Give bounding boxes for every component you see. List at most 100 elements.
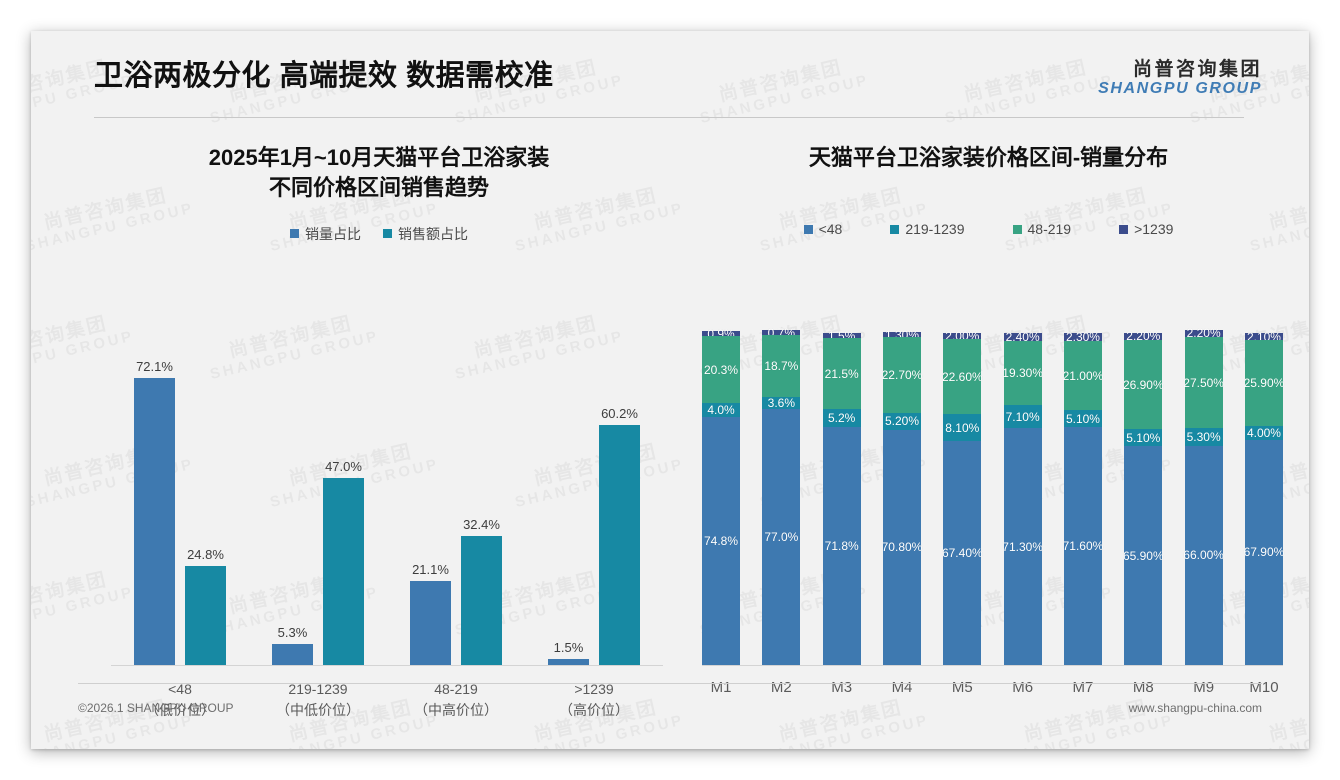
bar-rect[interactable]	[599, 425, 640, 665]
stacked-bar-segment[interactable]: 66.00%	[1183, 445, 1224, 665]
legend-item-3[interactable]: >1239	[1119, 221, 1173, 237]
stacked-bar-segment[interactable]: 4.00%	[1244, 425, 1283, 440]
stacked-segment-label: 65.90%	[1122, 548, 1164, 563]
bar-value-label: 21.1%	[412, 562, 449, 577]
stacked-bar-column[interactable]: 1.5% 21.5% 5.2% 71.8%	[822, 311, 861, 665]
stacked-bar-segment[interactable]: 22.60%	[941, 339, 983, 415]
legend-item-0[interactable]: <48	[803, 221, 843, 238]
stacked-bar-column[interactable]: 2.00% 22.60% 8.10% 67.40%	[941, 311, 983, 665]
stacked-bar-segment[interactable]: 67.90%	[1244, 439, 1284, 665]
stacked-bar-segment[interactable]: 2.10%	[1244, 330, 1283, 344]
bar-column[interactable]: 32.4%	[461, 311, 502, 665]
stacked-segment-label: 5.20%	[884, 414, 919, 429]
stacked-segment-label: 71.60%	[1062, 539, 1104, 554]
bar-rect[interactable]	[548, 659, 589, 665]
stacked-segment-label: 22.70%	[881, 368, 923, 383]
right-chart-legend: <48 219-1239 48-219 >1239	[686, 221, 1291, 237]
bar-rect[interactable]	[410, 581, 451, 665]
stacked-bar-segment[interactable]: 22.70%	[881, 337, 923, 413]
stacked-bar-column[interactable]: 2.40% 19.30% 7.10% 71.30%	[1002, 311, 1043, 665]
stacked-bar-column[interactable]: 0.7% 18.7% 3.6% 77.0%	[762, 311, 801, 665]
stacked-bar-segment[interactable]: 2.20%	[1184, 326, 1223, 340]
bar-value-label: 60.2%	[601, 406, 638, 421]
stacked-bar-segment[interactable]: 2.00%	[943, 329, 982, 343]
stacked-bar-segment[interactable]: 2.40%	[1003, 329, 1042, 344]
stacked-bar-column[interactable]: 2.20% 26.90% 5.10% 65.90%	[1122, 311, 1164, 665]
stacked-bar-segment[interactable]: 3.6%	[762, 396, 801, 410]
right-chart-x-axis	[702, 665, 1283, 666]
stacked-segment-label: 21.5%	[824, 366, 859, 381]
bar-column[interactable]: 47.0%	[323, 311, 364, 665]
stacked-bar-segment[interactable]: 5.20%	[882, 412, 921, 430]
stacked-bar-segment[interactable]: 26.90%	[1123, 340, 1164, 430]
x-axis-label-tier: （中低价位）	[276, 702, 360, 718]
bar-column[interactable]: 5.3%	[272, 311, 313, 665]
stacked-bar-segment[interactable]: 7.10%	[1003, 404, 1042, 429]
stacked-segment-label: 4.00%	[1246, 425, 1281, 440]
bar-value-label: 72.1%	[136, 359, 173, 374]
slide-header: 卫浴两极分化 高端提效 数据需校准 尚普咨询集团 SHANGPU GROUP	[31, 31, 1309, 118]
x-axis-label-range: 219-1239	[288, 681, 348, 697]
stacked-bar-segment[interactable]: 27.50%	[1183, 337, 1224, 429]
stacked-bar-segment[interactable]: 5.10%	[1063, 410, 1102, 428]
legend-item-1[interactable]: 219-1239	[890, 221, 965, 237]
bar-column[interactable]: 24.8%	[185, 311, 226, 665]
stacked-bar-segment[interactable]: 2.30%	[1063, 329, 1102, 344]
stacked-bar-segment[interactable]: 65.90%	[1122, 446, 1164, 665]
stacked-bar-segment[interactable]: 5.10%	[1124, 429, 1163, 447]
bar-rect[interactable]	[272, 644, 313, 665]
stacked-segment-label: 66.00%	[1183, 548, 1224, 563]
stacked-bar-segment[interactable]: 2.20%	[1124, 329, 1163, 343]
stacked-bar-segment[interactable]: 77.0%	[762, 409, 801, 665]
stacked-bar-segment[interactable]: 19.30%	[1002, 340, 1043, 405]
bar-column[interactable]: 21.1%	[410, 311, 451, 665]
x-axis-label-tier: （高价位）	[559, 702, 629, 718]
stacked-bar-segment[interactable]: 5.30%	[1184, 428, 1223, 446]
stacked-bar-segment[interactable]: 25.90%	[1243, 340, 1285, 427]
legend-swatch-icon	[803, 224, 813, 234]
legend-item-2[interactable]: 48-219	[1012, 221, 1071, 237]
bar-rect[interactable]	[185, 566, 226, 665]
stacked-bar-column[interactable]: 2.20% 27.50% 5.30% 66.00%	[1183, 311, 1224, 665]
stacked-bar-segment[interactable]: 18.7%	[762, 335, 801, 398]
stacked-bar-segment[interactable]: 71.30%	[1002, 428, 1043, 665]
bar-rect[interactable]	[461, 536, 502, 665]
stacked-bar-segment[interactable]: 71.60%	[1062, 427, 1104, 665]
legend-item-label: <48	[818, 221, 843, 238]
stacked-bar-segment[interactable]: 20.3%	[702, 336, 740, 404]
stacked-bar-segment[interactable]: 8.10%	[943, 414, 982, 442]
stacked-segment-label: 2.40%	[1005, 329, 1040, 344]
stacked-bar-column[interactable]: 1.30% 22.70% 5.20% 70.80%	[881, 311, 923, 665]
stacked-bar-segment[interactable]: 67.40%	[942, 441, 983, 665]
stacked-segment-label: 2.30%	[1065, 329, 1100, 344]
legend-item-0[interactable]: 销量占比	[290, 224, 361, 244]
stacked-bar-segment[interactable]: 5.2%	[822, 409, 861, 427]
stacked-segment-label: 25.90%	[1243, 376, 1285, 391]
stacked-bar-segment[interactable]: 21.00%	[1063, 340, 1103, 411]
stacked-bar-column[interactable]: 2.30% 21.00% 5.10% 71.60%	[1062, 311, 1104, 665]
stacked-segment-label: 77.0%	[764, 530, 799, 545]
stacked-bar-segment[interactable]: 71.8%	[822, 426, 861, 665]
bar-column[interactable]: 72.1%	[134, 311, 175, 665]
legend-item-1[interactable]: 销售额占比	[383, 224, 468, 244]
legend-swatch-icon	[290, 229, 299, 239]
stacked-bar-segment[interactable]: 74.8%	[702, 416, 740, 665]
right-chart-title: 天猫平台卫浴家装价格区间-销量分布	[686, 143, 1291, 173]
legend-item-label: 销售额占比	[398, 225, 468, 242]
left-chart-x-labels: <48 （低价位） 219-1239 （中低价位） 48-219 （中高价位） >1239 （…	[111, 679, 663, 721]
bar-rect[interactable]	[134, 378, 175, 665]
page-title: 卫浴两极分化 高端提效 数据需校准	[94, 60, 554, 92]
stacked-bar-column[interactable]: 2.10% 25.90% 4.00% 67.90%	[1243, 311, 1285, 665]
stacked-bar-segment[interactable]: 21.5%	[822, 338, 861, 410]
bar-rect[interactable]	[323, 478, 364, 665]
x-axis-label: 219-1239 （中低价位）	[272, 679, 364, 721]
brand-name-cn: 尚普咨询集团	[1132, 59, 1262, 80]
stacked-bar-segment[interactable]: 4.0%	[702, 403, 740, 417]
bar-column[interactable]: 1.5%	[548, 311, 589, 665]
bar-column[interactable]: 60.2%	[599, 311, 640, 665]
stacked-bar-column[interactable]: 0.9% 20.3% 4.0% 74.8%	[702, 311, 740, 665]
x-axis-label: >1239 （高价位）	[548, 679, 640, 721]
stacked-bar-segment[interactable]: 70.80%	[882, 429, 922, 665]
bar-group: 1.5% 60.2%	[548, 311, 640, 665]
stacked-segment-label: 22.60%	[941, 369, 983, 384]
